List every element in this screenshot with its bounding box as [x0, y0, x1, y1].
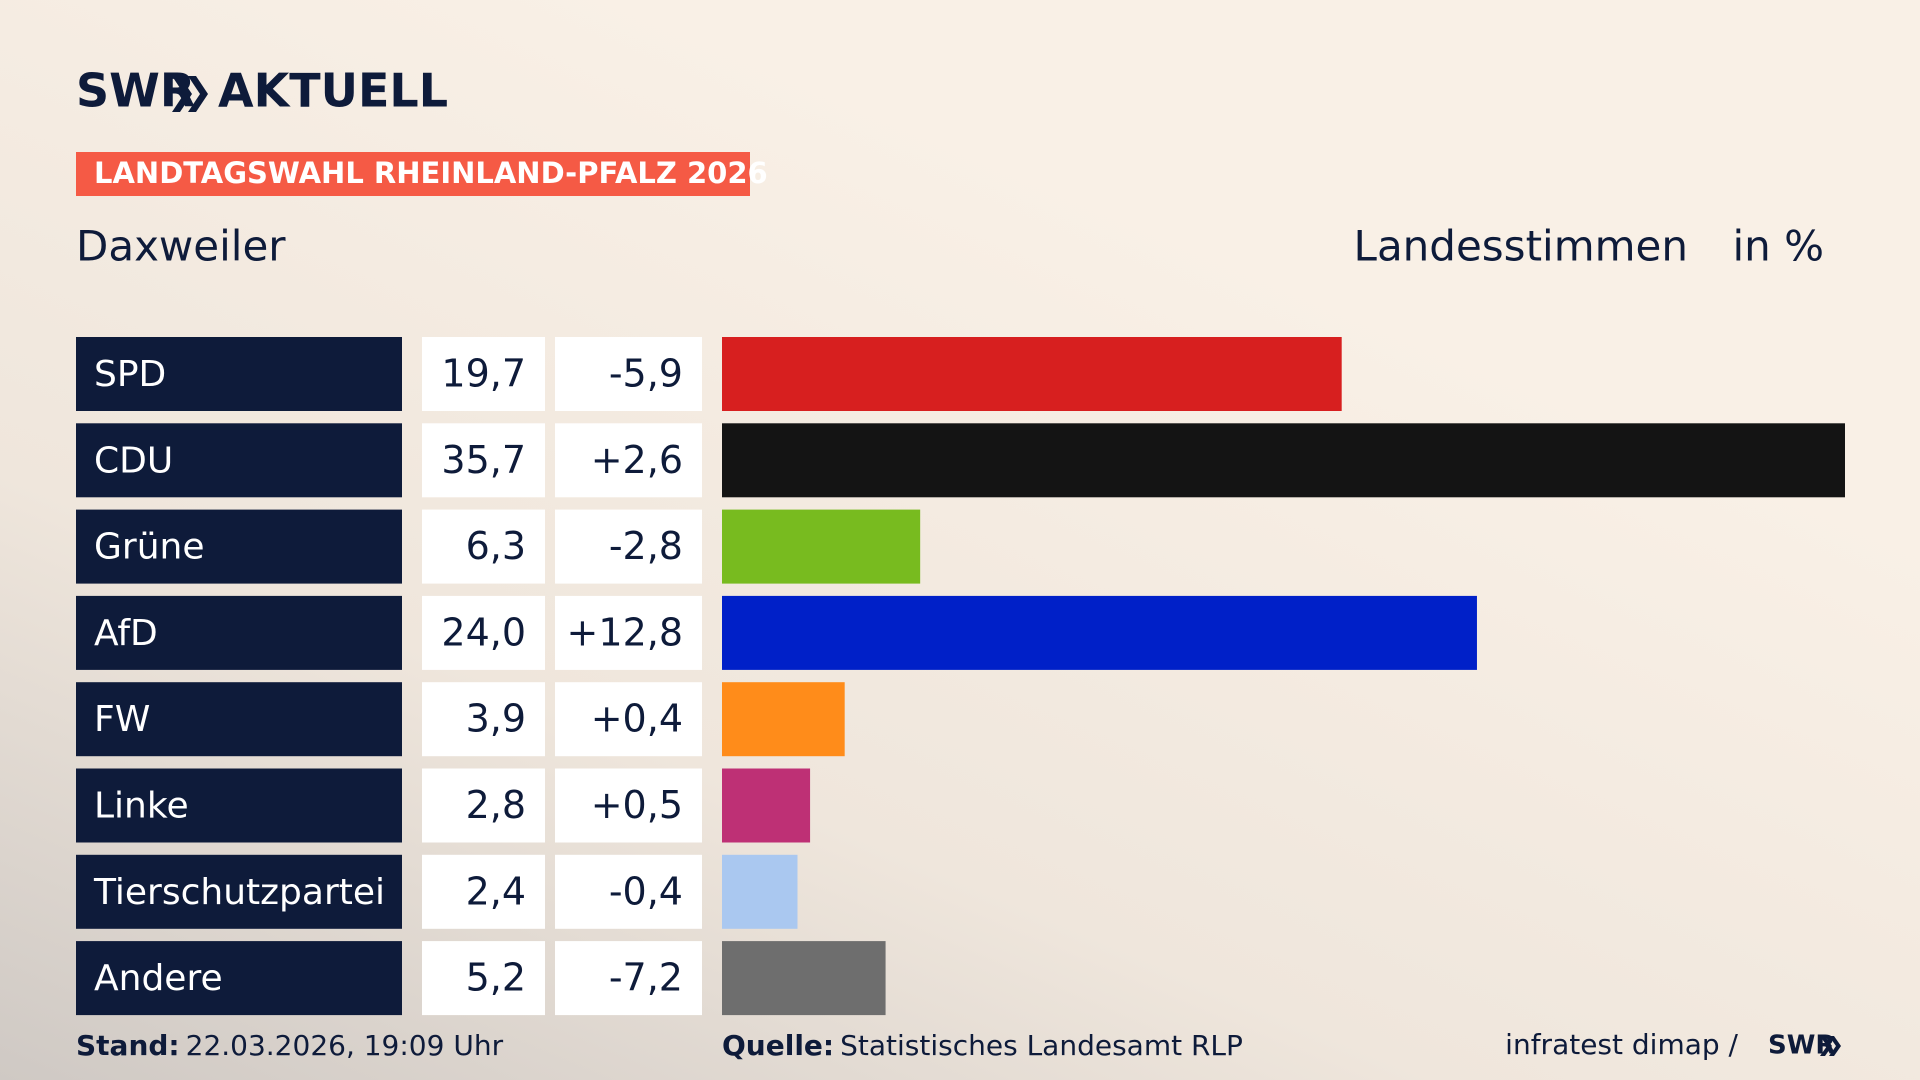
party-box [76, 854, 402, 929]
brand-suffix: AKTUELL [218, 64, 448, 118]
change-label: -7,2 [609, 956, 683, 1000]
value-box [422, 682, 545, 757]
change-box [555, 509, 702, 584]
change-box [555, 337, 702, 411]
party-box [76, 941, 402, 1016]
value-label: 35,7 [441, 438, 526, 482]
party-box [76, 595, 402, 670]
change-label: +12,8 [567, 610, 683, 654]
party-box [76, 337, 402, 411]
party-box [76, 509, 402, 584]
value-box [422, 854, 545, 929]
credit-brand: SWR [1768, 1031, 1835, 1061]
measure: Landesstimmen [1354, 222, 1688, 271]
value-label: 6,3 [466, 524, 526, 568]
source: Statistisches Landesamt RLP [840, 1029, 1243, 1062]
change-box [555, 768, 702, 843]
party-label: SPD [94, 354, 166, 395]
party-label: CDU [94, 440, 173, 481]
party-label: Linke [94, 786, 189, 827]
party-label: Tierschutzpartei [93, 872, 385, 913]
bar [722, 854, 798, 929]
value-box [422, 423, 545, 498]
party-label: Grüne [94, 527, 204, 568]
change-box [555, 423, 702, 498]
stand: 22.03.2026, 19:09 Uhr [186, 1029, 504, 1062]
party-box [76, 423, 402, 498]
bar [722, 423, 1845, 498]
bar [722, 941, 886, 1016]
bar [722, 509, 921, 584]
value-label: 2,4 [466, 869, 526, 913]
source-label: Quelle: [722, 1029, 834, 1062]
value-box [422, 941, 545, 1016]
value-box [422, 595, 545, 670]
footer-source: Quelle: Statistisches Landesamt RLP [722, 1029, 1243, 1062]
bar [722, 595, 1477, 670]
party-label: Andere [94, 958, 223, 999]
change-label: +0,4 [591, 697, 683, 741]
value-box [422, 768, 545, 843]
unit: in % [1732, 222, 1824, 271]
bar [722, 682, 845, 757]
change-box [555, 682, 702, 757]
bar [722, 337, 1342, 411]
value-label: 3,9 [466, 697, 526, 741]
party-box [76, 682, 402, 757]
change-label: +2,6 [591, 438, 683, 482]
change-label: -2,8 [609, 524, 683, 568]
value-label: 5,2 [466, 956, 526, 1000]
party-label: FW [94, 699, 150, 740]
change-box [555, 854, 702, 929]
change-box [555, 595, 702, 670]
value-label: 24,0 [441, 610, 526, 654]
credit: infratest dimap / [1505, 1028, 1738, 1061]
change-label: +0,5 [591, 783, 683, 827]
change-label: -5,9 [609, 352, 683, 396]
chart-title: LANDTAGSWAHL RHEINLAND-PFALZ 2026 [94, 156, 768, 190]
change-label: -0,4 [609, 869, 683, 913]
credit-chevrons [1820, 1036, 1841, 1056]
value-box [422, 337, 545, 411]
brand-chevrons [172, 76, 208, 112]
subtitle: Daxweiler [76, 222, 286, 271]
value-box [422, 509, 545, 584]
value-label: 19,7 [441, 352, 526, 396]
footer-stand: Stand: 22.03.2026, 19:09 Uhr [76, 1029, 504, 1062]
title-banner [76, 152, 750, 196]
value-label: 2,8 [466, 783, 526, 827]
party-box [76, 768, 402, 843]
change-box [555, 941, 702, 1016]
party-label: AfD [94, 613, 158, 654]
bar [722, 768, 811, 843]
stand-label: Stand: [76, 1029, 180, 1062]
